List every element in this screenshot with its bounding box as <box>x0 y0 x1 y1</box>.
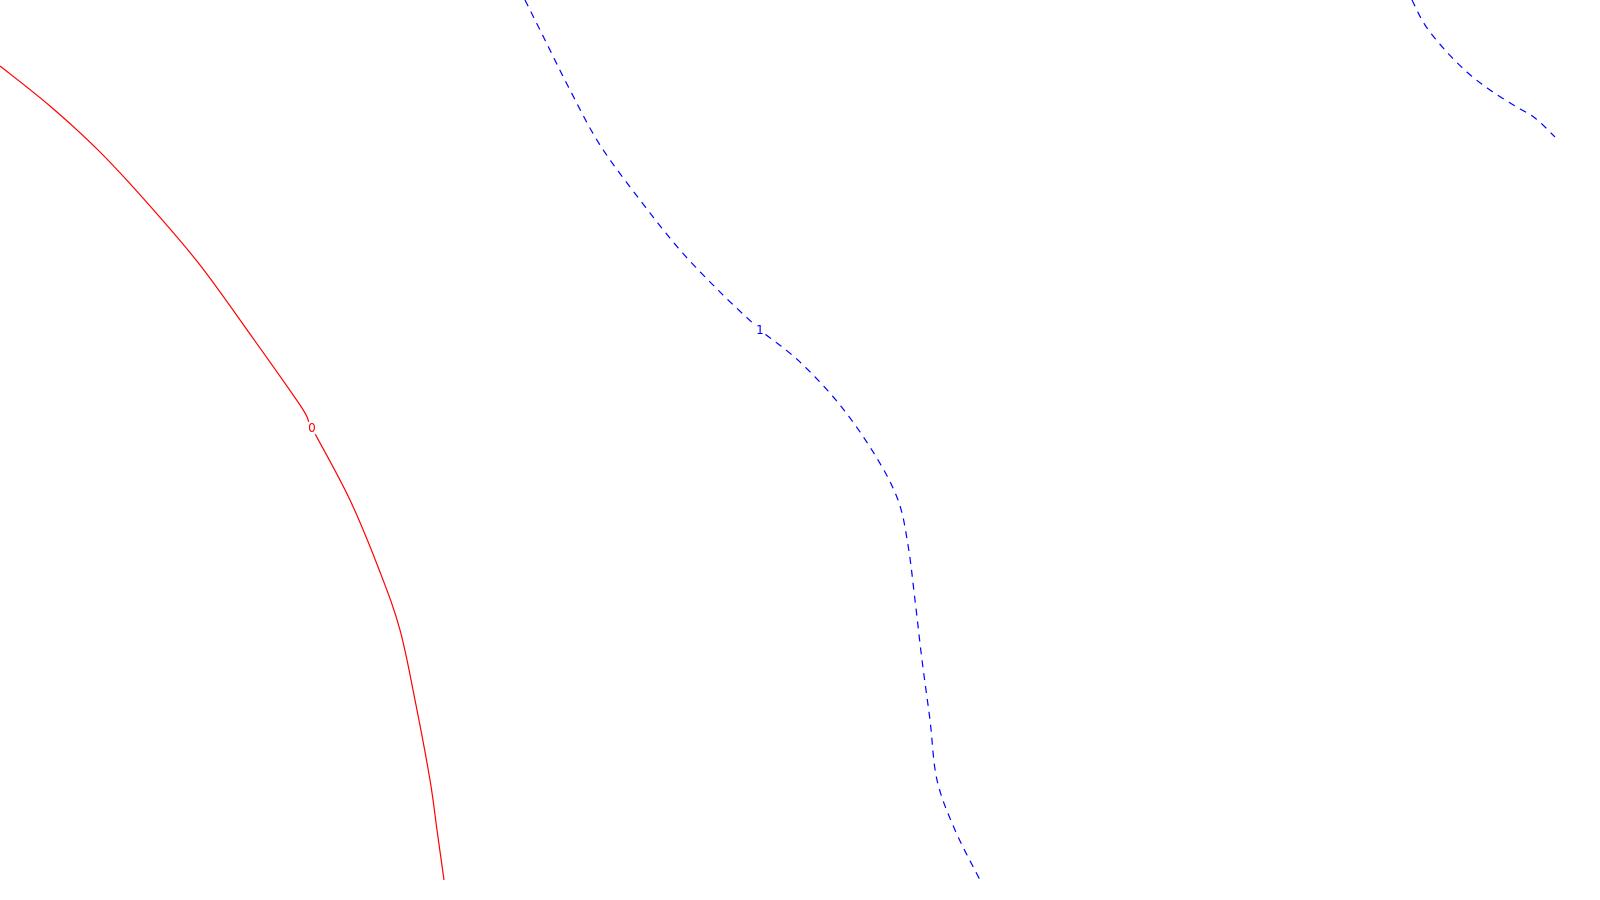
contour-label-1: 1 <box>756 323 764 337</box>
contour-lines <box>0 0 1556 881</box>
contour-line-1-segment-0 <box>524 0 756 326</box>
contour-line-0-segment-0 <box>0 65 310 423</box>
contour-line-2-segment-0 <box>1411 0 1556 138</box>
contour-line-0-segment-1 <box>314 433 445 881</box>
contour-line-1-segment-1 <box>765 333 981 881</box>
contour-labels: 01 <box>308 323 764 435</box>
contour-label-0: 0 <box>308 421 316 435</box>
